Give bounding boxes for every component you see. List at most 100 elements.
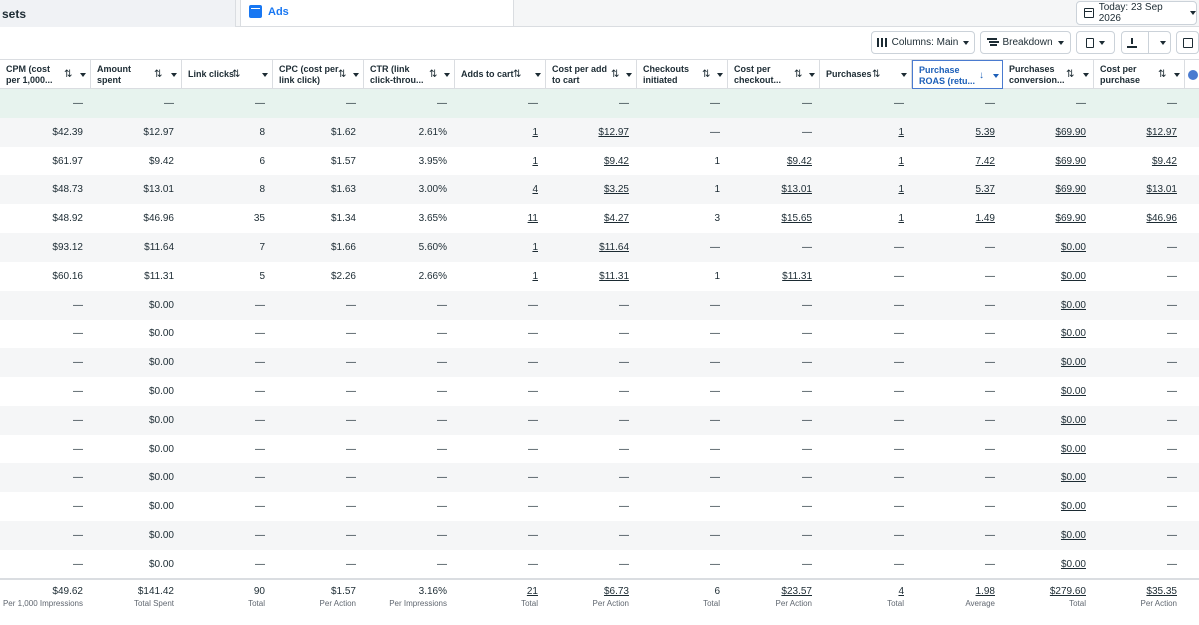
cell-roas[interactable]: 1.49 (912, 204, 1003, 233)
breakdown-button[interactable]: Breakdown (980, 31, 1071, 54)
cell-pcv[interactable]: $0.00 (1003, 550, 1094, 579)
column-menu-icon[interactable] (809, 73, 815, 77)
column-menu-icon[interactable] (262, 73, 268, 77)
cell-purchases[interactable]: 1 (820, 118, 912, 147)
cell-pcv[interactable]: $0.00 (1003, 348, 1094, 377)
tab-ads[interactable]: Ads (240, 0, 514, 27)
cell-roas[interactable]: 7.42 (912, 147, 1003, 176)
cell-pcv[interactable]: $0.00 (1003, 262, 1094, 291)
table-row[interactable]: — $0.00 — — — — — — — — — $0.00 — (0, 435, 1199, 464)
cell-cpp[interactable]: $46.96 (1094, 204, 1185, 233)
column-menu-icon[interactable] (1083, 73, 1089, 77)
sort-icon[interactable]: ⇅ (513, 69, 521, 80)
cell-pcv[interactable]: $69.90 (1003, 175, 1094, 204)
cell-pcv[interactable]: $0.00 (1003, 492, 1094, 521)
cell-pcv[interactable]: $0.00 (1003, 233, 1094, 262)
sort-icon[interactable]: ⇅ (232, 69, 240, 80)
sort-icon[interactable]: ⇅ (338, 69, 346, 80)
cell-pcv[interactable]: $0.00 (1003, 521, 1094, 550)
cell-cpatc[interactable]: $9.42 (546, 147, 637, 176)
sort-icon[interactable]: ⇅ (154, 69, 162, 80)
column-menu-icon[interactable] (444, 73, 450, 77)
total-value[interactable]: $35.35 (1146, 586, 1177, 597)
column-header-cpco[interactable]: Cost per checkout... ⇅ (728, 60, 820, 89)
cell-cpp[interactable]: $12.97 (1094, 118, 1185, 147)
column-menu-icon[interactable] (993, 74, 999, 78)
cell-cpatc[interactable]: $3.25 (546, 175, 637, 204)
cell-pcv[interactable]: $69.90 (1003, 118, 1094, 147)
total-value[interactable]: $6.73 (603, 586, 629, 597)
cell-atc[interactable]: 1 (455, 262, 546, 291)
cell-atc[interactable]: 1 (455, 233, 546, 262)
column-header-atc[interactable]: Adds to cart ⇅ (455, 60, 546, 89)
column-menu-icon[interactable] (171, 73, 177, 77)
cell-purchases[interactable]: 1 (820, 147, 912, 176)
column-header-roas[interactable]: Purchase ROAS (retu... ↓ (912, 60, 1003, 89)
table-row[interactable]: — $0.00 — — — — — — — — — $0.00 — (0, 492, 1199, 521)
column-menu-icon[interactable] (1174, 73, 1180, 77)
sort-icon[interactable]: ⇅ (794, 69, 802, 80)
column-header-ctr[interactable]: CTR (link click-throu... ⇅ (364, 60, 455, 89)
cell-cpp[interactable]: $9.42 (1094, 147, 1185, 176)
cell-cpatc[interactable]: $4.27 (546, 204, 637, 233)
cell-pcv[interactable]: $0.00 (1003, 377, 1094, 406)
total-value[interactable]: 1.98 (975, 586, 995, 597)
sort-icon[interactable]: ⇅ (1066, 69, 1074, 80)
column-header-cpp[interactable]: Cost per purchase ⇅ (1094, 60, 1185, 89)
table-row[interactable]: $42.39 $12.97 8 $1.62 2.61% 1 $12.97 — — 1 5.39 $69… (0, 117, 1199, 147)
cell-atc[interactable]: 1 (455, 147, 546, 176)
cell-pcv[interactable]: $0.00 (1003, 319, 1094, 348)
column-header-spent[interactable]: Amount spent ⇅ (91, 60, 182, 89)
cell-cpp[interactable]: $13.01 (1094, 175, 1185, 204)
add-column-icon[interactable] (1188, 70, 1198, 80)
cell-pcv[interactable]: $69.90 (1003, 204, 1094, 233)
column-header-cpm[interactable]: CPM (cost per 1,000... ⇅ (0, 60, 91, 89)
table-row[interactable]: $48.92 $46.96 35 $1.34 3.65% 11 $4.27 3 $15.65 1 1… (0, 204, 1199, 233)
column-header-cpatc[interactable]: Cost per add to cart ⇅ (546, 60, 637, 89)
table-row[interactable]: — $0.00 — — — — — — — — — $0.00 — (0, 290, 1199, 320)
column-header-checkouts[interactable]: Checkouts initiated ⇅ (637, 60, 728, 89)
column-menu-icon[interactable] (80, 73, 86, 77)
cell-atc[interactable]: 4 (455, 175, 546, 204)
table-row[interactable]: $93.12 $11.64 7 $1.66 5.60% 1 $11.64 — — — — $0.00 — (0, 233, 1199, 262)
table-row[interactable]: — $0.00 — — — — — — — — — $0.00 — (0, 521, 1199, 550)
cell-cpatc[interactable]: $11.64 (546, 233, 637, 262)
cell-cpco[interactable]: $15.65 (728, 204, 820, 233)
table-row[interactable]: — $0.00 — — — — — — — — — $0.00 — (0, 463, 1199, 493)
table-row[interactable]: — $0.00 — — — — — — — — — $0.00 — (0, 550, 1199, 579)
cell-cpco[interactable]: $9.42 (728, 147, 820, 176)
cell-purchases[interactable]: 1 (820, 175, 912, 204)
total-value[interactable]: 21 (526, 586, 538, 597)
total-value[interactable]: $23.57 (781, 586, 812, 597)
cell-pcv[interactable]: $69.90 (1003, 147, 1094, 176)
table-row[interactable]: $48.73 $13.01 8 $1.63 3.00% 4 $3.25 1 $13.01 1 5.3… (0, 175, 1199, 205)
column-menu-icon[interactable] (626, 73, 632, 77)
cell-cpatc[interactable]: $12.97 (546, 118, 637, 147)
table-row[interactable]: — $0.00 — — — — — — — — — $0.00 — (0, 319, 1199, 348)
cell-atc[interactable]: 1 (455, 118, 546, 147)
column-menu-icon[interactable] (717, 73, 723, 77)
column-menu-icon[interactable] (353, 73, 359, 77)
reports-button[interactable] (1076, 31, 1115, 54)
tab-ad-sets[interactable]: sets (0, 0, 236, 27)
cell-pcv[interactable]: $0.00 (1003, 406, 1094, 435)
table-row[interactable]: — $0.00 — — — — — — — — — $0.00 — (0, 348, 1199, 378)
sort-icon[interactable]: ⇅ (429, 69, 437, 80)
sort-desc-icon[interactable]: ↓ (979, 70, 984, 81)
export-button[interactable] (1121, 31, 1171, 54)
column-menu-icon[interactable] (535, 73, 541, 77)
cell-roas[interactable]: 5.39 (912, 118, 1003, 147)
table-row[interactable]: — $0.00 — — — — — — — — — $0.00 — (0, 405, 1199, 435)
sort-icon[interactable]: ⇅ (702, 69, 710, 80)
table-row[interactable]: — — — — — — — — — — — — — (0, 89, 1199, 118)
cell-cpatc[interactable]: $11.31 (546, 262, 637, 291)
table-row[interactable]: — $0.00 — — — — — — — — — $0.00 — (0, 377, 1199, 406)
column-menu-icon[interactable] (901, 73, 907, 77)
table-row[interactable]: $60.16 $11.31 5 $2.26 2.66% 1 $11.31 1 $11.31 — — $… (0, 262, 1199, 291)
sort-icon[interactable]: ⇅ (611, 69, 619, 80)
column-header-pcv[interactable]: Purchases conversion... ⇅ (1003, 60, 1094, 89)
total-value[interactable]: $279.60 (1049, 586, 1086, 597)
cell-purchases[interactable]: 1 (820, 204, 912, 233)
cell-pcv[interactable]: $0.00 (1003, 291, 1094, 320)
sort-icon[interactable]: ⇅ (1158, 69, 1166, 80)
